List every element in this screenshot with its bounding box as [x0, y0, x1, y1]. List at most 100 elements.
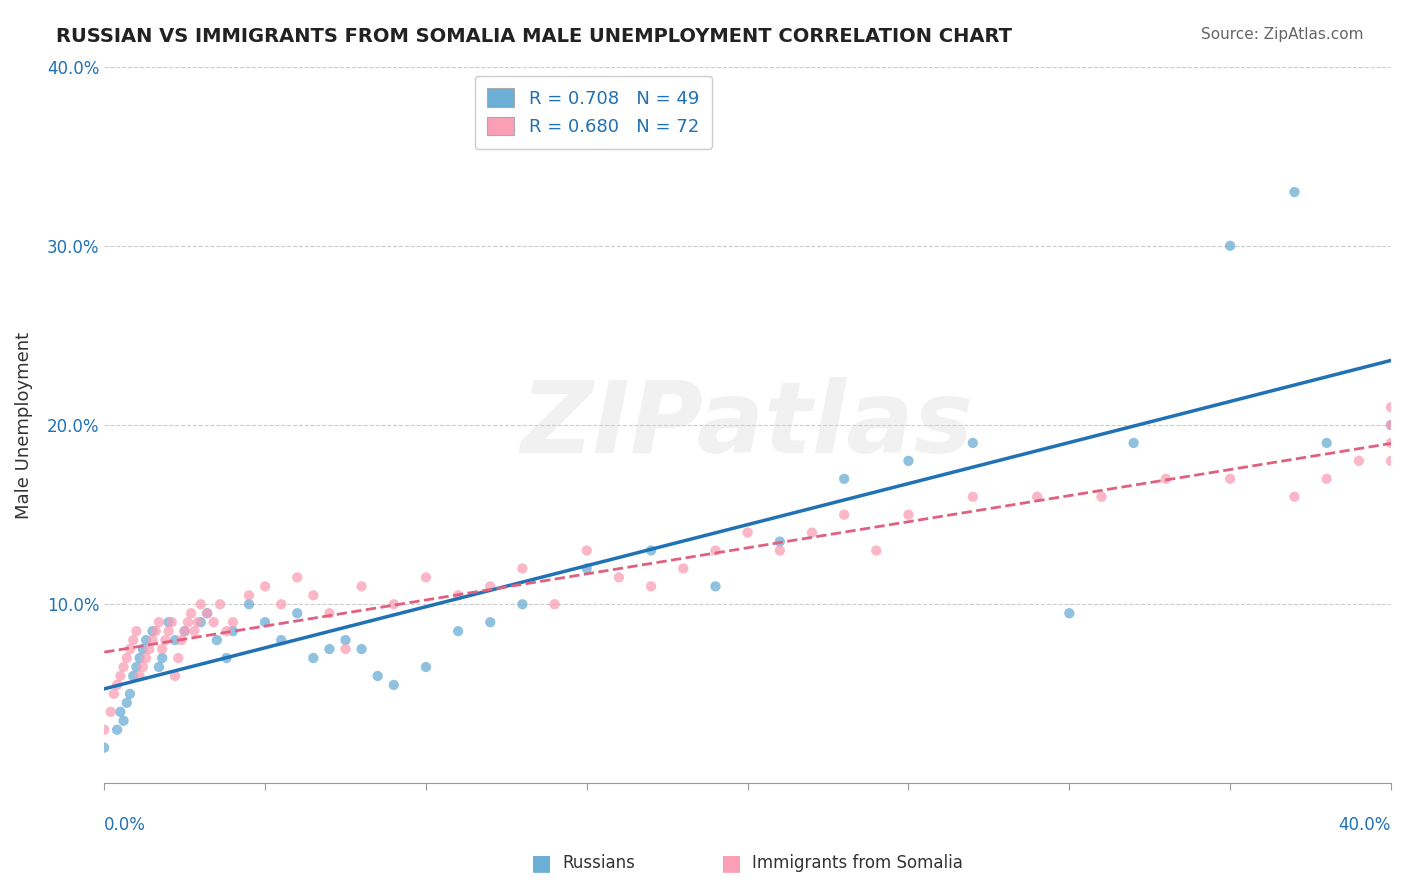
- Point: [1284, 490, 1306, 504]
- Point: [163, 633, 186, 648]
- Point: [543, 597, 565, 611]
- Point: [897, 508, 920, 522]
- Point: [222, 624, 245, 639]
- Point: [270, 633, 292, 648]
- Text: Immigrants from Somalia: Immigrants from Somalia: [752, 855, 963, 872]
- Text: Russians: Russians: [562, 855, 636, 872]
- Point: [704, 543, 727, 558]
- Text: 0.0%: 0.0%: [104, 816, 146, 834]
- Point: [415, 570, 437, 584]
- Point: [1219, 239, 1241, 253]
- Point: [447, 588, 470, 602]
- Point: [115, 651, 138, 665]
- Point: [125, 624, 148, 639]
- Point: [93, 740, 115, 755]
- Point: [832, 472, 855, 486]
- Point: [1316, 472, 1339, 486]
- Point: [125, 660, 148, 674]
- Point: [382, 597, 405, 611]
- Point: [575, 561, 598, 575]
- Point: [704, 579, 727, 593]
- Point: [1316, 436, 1339, 450]
- Point: [962, 436, 984, 450]
- Point: [112, 660, 135, 674]
- Point: [254, 615, 277, 630]
- Point: [195, 606, 218, 620]
- Point: [318, 642, 340, 657]
- Point: [132, 642, 155, 657]
- Point: [150, 642, 173, 657]
- Point: [215, 624, 238, 639]
- Point: [382, 678, 405, 692]
- Point: [962, 490, 984, 504]
- Point: [141, 633, 163, 648]
- Point: [897, 454, 920, 468]
- Point: [180, 606, 202, 620]
- Text: Source: ZipAtlas.com: Source: ZipAtlas.com: [1201, 27, 1364, 42]
- Point: [1122, 436, 1144, 450]
- Point: [128, 651, 150, 665]
- Point: [607, 570, 630, 584]
- Point: [285, 570, 308, 584]
- Point: [350, 642, 373, 657]
- Point: [115, 696, 138, 710]
- Point: [157, 624, 180, 639]
- Text: RUSSIAN VS IMMIGRANTS FROM SOMALIA MALE UNEMPLOYMENT CORRELATION CHART: RUSSIAN VS IMMIGRANTS FROM SOMALIA MALE …: [56, 27, 1012, 45]
- Point: [302, 651, 325, 665]
- Point: [640, 579, 662, 593]
- Point: [1284, 185, 1306, 199]
- Text: ■: ■: [531, 854, 551, 873]
- Point: [1379, 418, 1402, 433]
- Point: [1154, 472, 1177, 486]
- Point: [170, 633, 193, 648]
- Point: [415, 660, 437, 674]
- Point: [335, 633, 357, 648]
- Point: [640, 543, 662, 558]
- Point: [447, 624, 470, 639]
- Point: [110, 669, 132, 683]
- Point: [135, 633, 157, 648]
- Point: [105, 723, 128, 737]
- Point: [285, 606, 308, 620]
- Point: [135, 651, 157, 665]
- Point: [1379, 436, 1402, 450]
- Point: [1379, 400, 1402, 414]
- Point: [238, 597, 260, 611]
- Point: [865, 543, 887, 558]
- Point: [238, 588, 260, 602]
- Point: [202, 615, 225, 630]
- Point: [367, 669, 389, 683]
- Point: [302, 588, 325, 602]
- Point: [222, 615, 245, 630]
- Point: [183, 624, 205, 639]
- Point: [145, 624, 167, 639]
- Point: [138, 642, 160, 657]
- Point: [110, 705, 132, 719]
- Point: [479, 615, 502, 630]
- Point: [190, 615, 212, 630]
- Point: [800, 525, 823, 540]
- Point: [105, 678, 128, 692]
- Point: [1347, 454, 1369, 468]
- Point: [148, 615, 170, 630]
- Point: [103, 687, 125, 701]
- Text: ZIPatlas: ZIPatlas: [522, 376, 974, 474]
- Point: [157, 615, 180, 630]
- Point: [173, 624, 195, 639]
- Point: [270, 597, 292, 611]
- Point: [832, 508, 855, 522]
- Point: [186, 615, 208, 630]
- Point: [118, 687, 141, 701]
- Point: [209, 597, 232, 611]
- Point: [769, 534, 792, 549]
- Point: [167, 651, 190, 665]
- Point: [195, 606, 218, 620]
- Point: [155, 633, 177, 648]
- Point: [335, 642, 357, 657]
- Point: [1219, 472, 1241, 486]
- Point: [1026, 490, 1049, 504]
- Text: ■: ■: [721, 854, 741, 873]
- Text: 40.0%: 40.0%: [1339, 816, 1391, 834]
- Point: [150, 651, 173, 665]
- Point: [173, 624, 195, 639]
